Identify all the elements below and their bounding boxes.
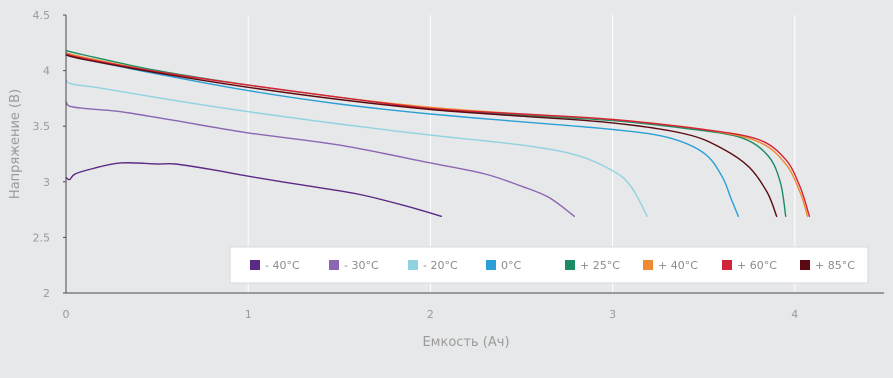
legend-swatch-3 xyxy=(408,260,418,270)
legend-swatch-4 xyxy=(486,260,496,270)
legend-label-5: + 25°C xyxy=(580,259,620,272)
x-tick-label: 1 xyxy=(245,308,252,321)
legend-label-7: + 60°C xyxy=(737,259,777,272)
legend: - 40°C - 30°C - 20°C 0°C + 25°C + 40°C + 60°C +… xyxy=(229,246,869,284)
x-tick-label: 2 xyxy=(427,308,434,321)
legend-label-8: + 85°C xyxy=(815,259,855,272)
y-axis-title: Напряжение (В) xyxy=(8,89,23,199)
series-line-2 xyxy=(65,101,575,217)
series-line-1 xyxy=(65,162,442,217)
series-line-5 xyxy=(65,49,787,217)
series-line-8 xyxy=(65,54,778,217)
legend-label-6: + 40°C xyxy=(658,259,698,272)
y-tick-label: 2 xyxy=(43,287,50,300)
series-line-7 xyxy=(65,53,811,217)
axes xyxy=(65,15,884,294)
legend-swatch-2 xyxy=(329,260,339,270)
x-axis-title: Емкость (Ач) xyxy=(422,335,509,350)
series-line-3 xyxy=(65,78,648,217)
legend-swatch-1 xyxy=(250,260,260,270)
x-tick-label: 4 xyxy=(791,308,798,321)
legend-swatch-5 xyxy=(565,260,575,270)
legend-swatch-7 xyxy=(722,260,732,270)
y-tick-label: 2.5 xyxy=(33,231,51,244)
tick-labels: 2 2.5 3 3.5 4 4.5 0 1 2 3 4 xyxy=(33,9,799,321)
series-line-4 xyxy=(65,54,739,217)
y-tick-label: 3.5 xyxy=(33,120,51,133)
y-tick-label: 4 xyxy=(43,65,50,78)
legend-label-1: - 40°C xyxy=(265,259,300,272)
x-tick-label: 0 xyxy=(63,308,70,321)
x-tick-label: 3 xyxy=(609,308,616,321)
legend-swatch-8 xyxy=(800,260,810,270)
legend-label-4: 0°C xyxy=(501,259,521,272)
legend-label-2: - 30°C xyxy=(344,259,379,272)
legend-label-3: - 20°C xyxy=(423,259,458,272)
y-tick-label: 4.5 xyxy=(33,9,51,22)
series-layer xyxy=(65,49,811,217)
y-tick-label: 3 xyxy=(43,176,50,189)
legend-swatch-6 xyxy=(643,260,653,270)
